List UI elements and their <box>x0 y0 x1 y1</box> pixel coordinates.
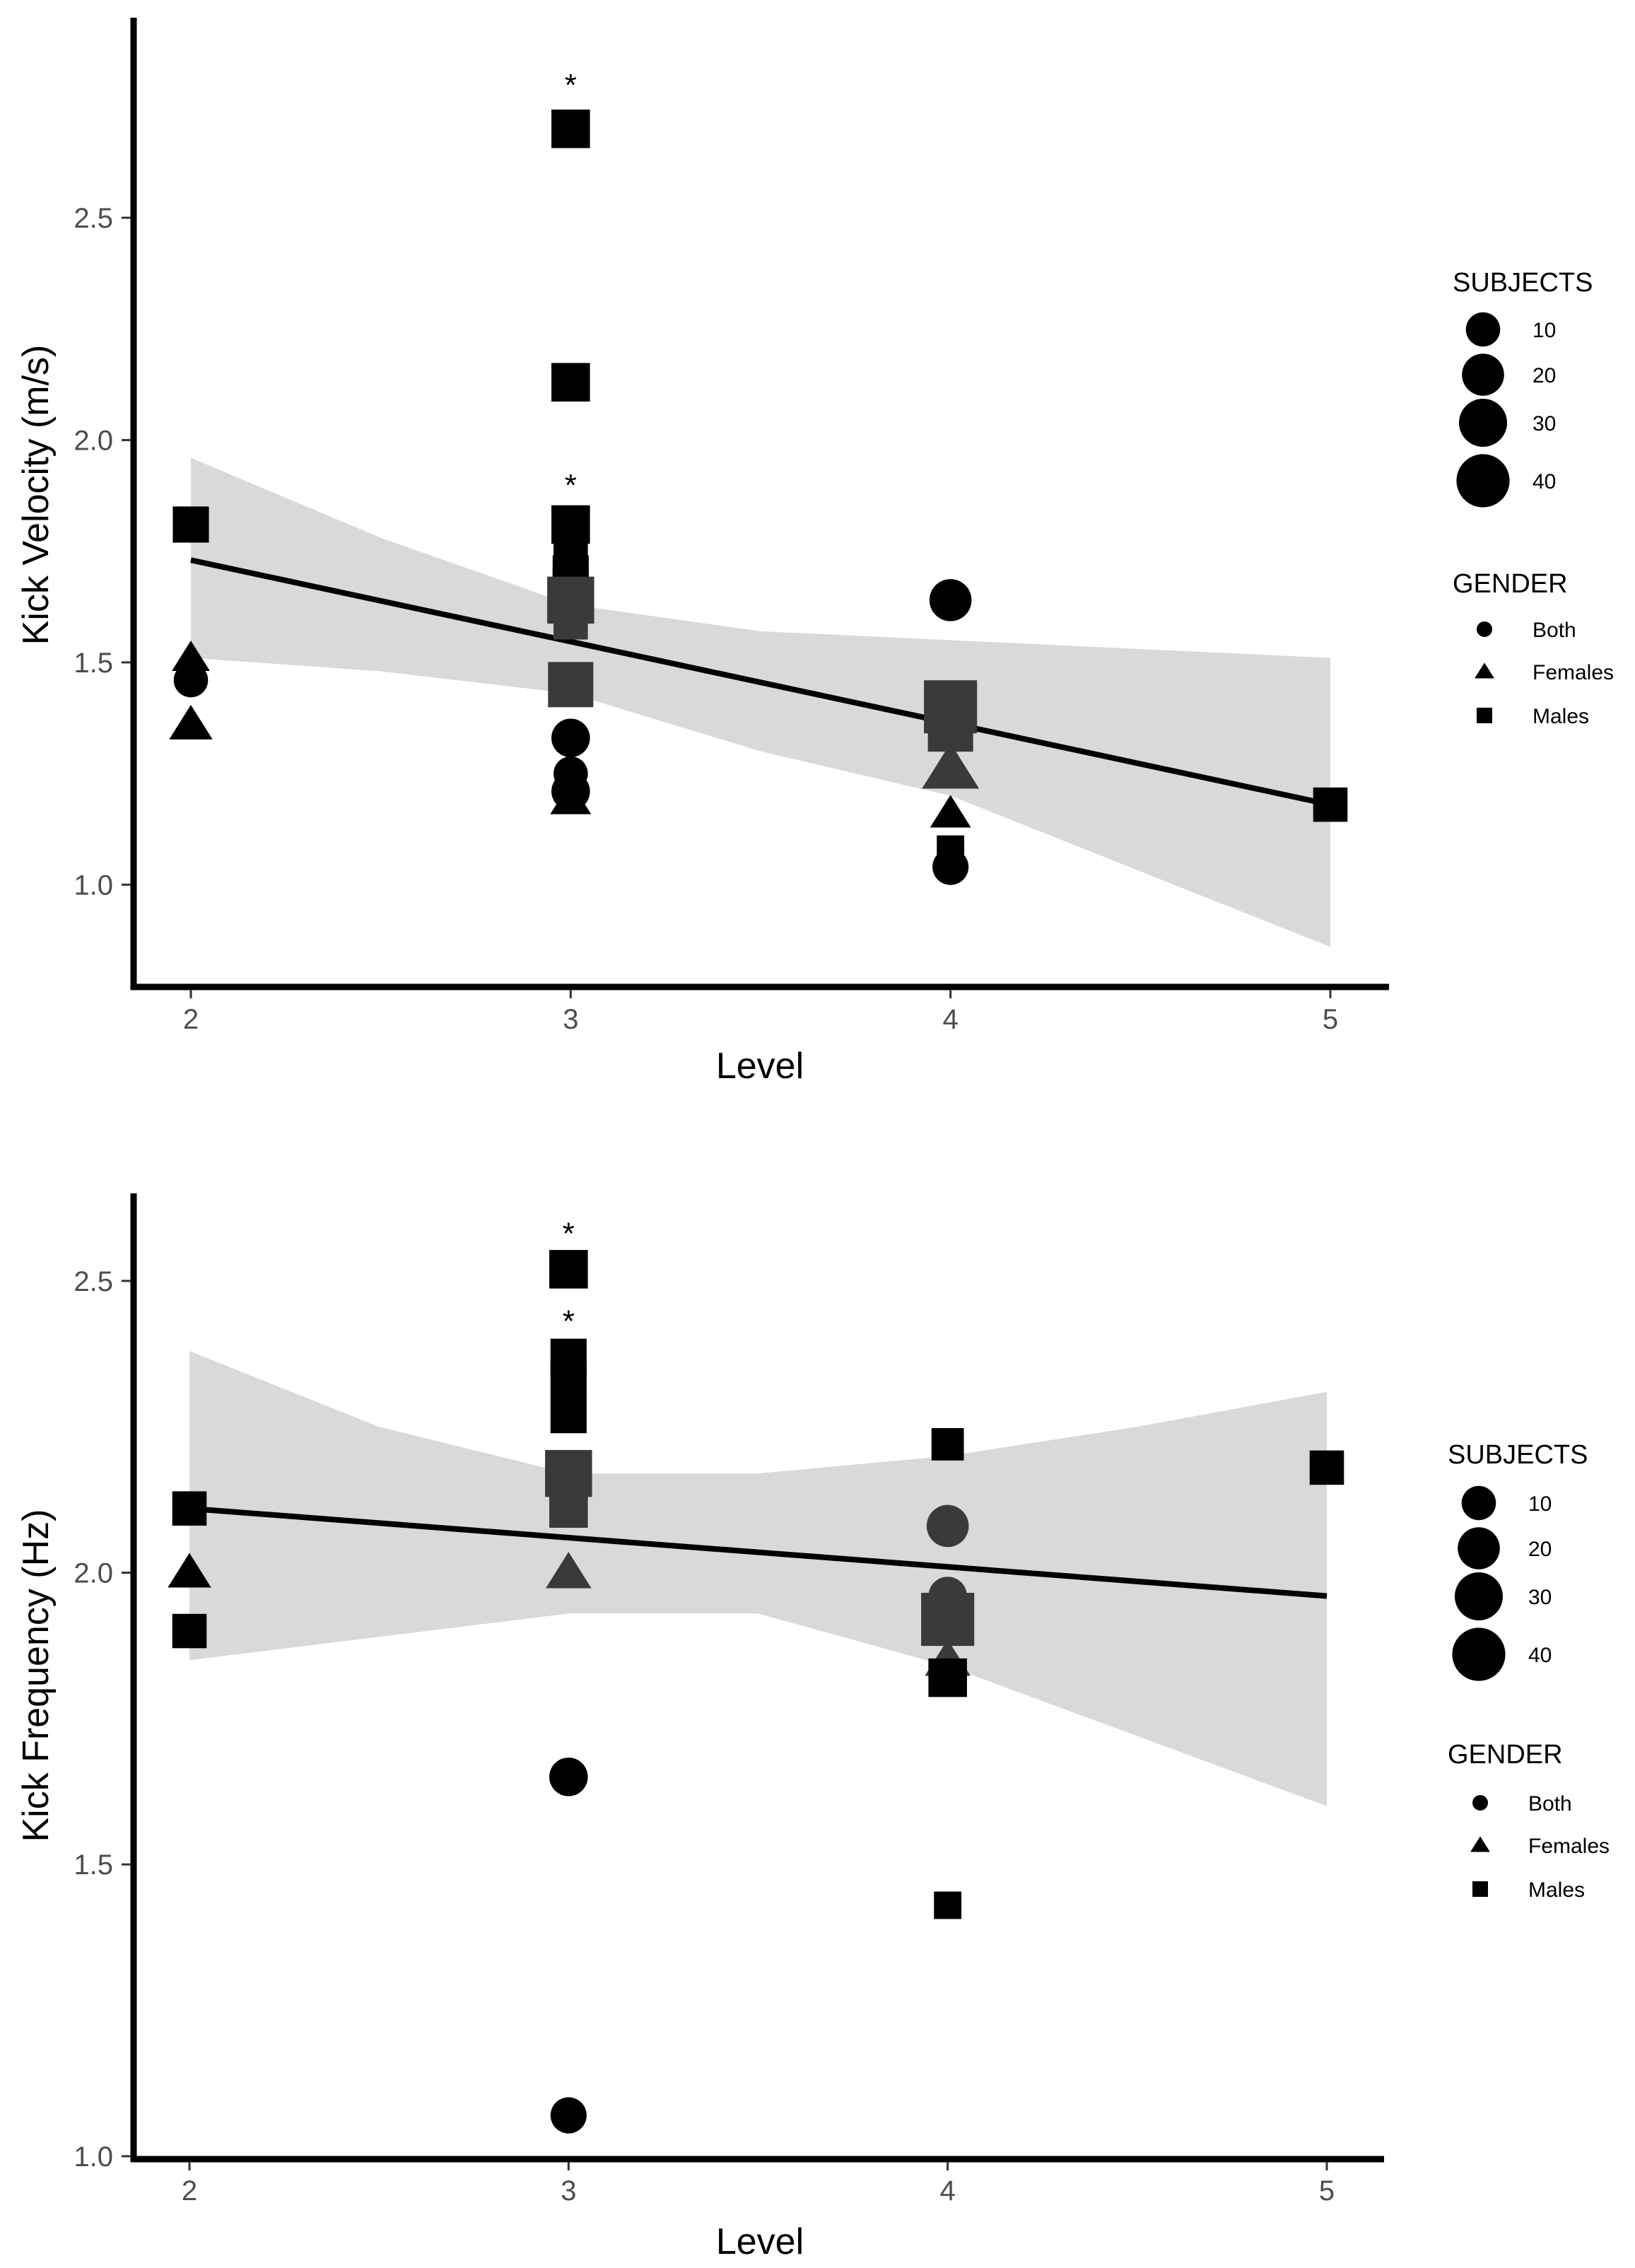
data-point <box>551 505 590 544</box>
data-point <box>550 781 592 814</box>
data-point <box>173 662 209 698</box>
significance-marker: * <box>565 68 577 103</box>
size-legend-key <box>1465 312 1501 347</box>
shape-legend-key <box>1475 662 1494 679</box>
subjects-legend-title: SUBJECTS <box>1453 268 1593 298</box>
size-legend-key <box>1458 398 1508 448</box>
y-axis-title: Kick Velocity (m/s) <box>16 345 57 645</box>
frequency-legend: SUBJECTS GENDER 10 20 30 40 Both Females Male… <box>1448 1440 1610 1902</box>
significance-marker: * <box>565 468 577 503</box>
data-point <box>549 1250 588 1289</box>
y-tick-label: 1.0 <box>74 870 113 901</box>
x-axis-title: Level <box>716 1046 804 1087</box>
size-legend-label: 10 <box>1528 1492 1552 1516</box>
x-tick-label: 3 <box>563 1004 578 1035</box>
data-point <box>172 1491 207 1526</box>
data-point <box>550 2097 587 2134</box>
shape-legend-label: Males <box>1528 1878 1585 1902</box>
size-legend-label: 40 <box>1533 470 1556 493</box>
data-point <box>934 1891 962 1919</box>
velocity-legend: SUBJECTS GENDER 10 20 30 40 Both Females Male… <box>1453 268 1614 728</box>
shape-legend-label: Both <box>1528 1792 1572 1816</box>
y-tick-label: 1.5 <box>74 648 113 679</box>
data-point <box>932 848 969 885</box>
x-tick-label: 3 <box>561 2175 576 2206</box>
size-legend-label: 20 <box>1528 1538 1552 1561</box>
y-tick-label: 1.0 <box>74 2141 113 2173</box>
size-legend-label: 20 <box>1533 364 1556 387</box>
data-point <box>550 1397 587 1434</box>
size-legend-label: 40 <box>1528 1644 1552 1667</box>
data-point <box>553 605 588 640</box>
shape-legend-label: Both <box>1533 619 1576 642</box>
data-point <box>548 662 594 708</box>
size-legend-label: 30 <box>1533 412 1556 436</box>
size-legend-key <box>1452 1627 1506 1681</box>
x-axis-title: Level <box>716 2221 804 2262</box>
data-point <box>928 1658 967 1697</box>
shape-legend-label: Males <box>1533 705 1589 728</box>
data-point <box>546 1552 592 1589</box>
data-point <box>172 506 209 543</box>
data-point <box>1313 787 1348 822</box>
data-point <box>168 1553 211 1588</box>
size-legend-key <box>1454 1572 1504 1621</box>
regression-line <box>190 557 1331 808</box>
data-point <box>930 795 971 828</box>
confidence-band <box>189 1350 1327 1806</box>
x-tick-label: 5 <box>1323 1004 1338 1035</box>
shape-legend-key <box>1472 1881 1488 1897</box>
data-point <box>169 705 213 740</box>
x-tick-label: 2 <box>183 1004 199 1035</box>
y-tick-label: 2.0 <box>74 1557 113 1589</box>
size-legend-label: 10 <box>1533 319 1556 342</box>
subjects-legend-title: SUBJECTS <box>1448 1440 1588 1470</box>
significance-marker: * <box>563 1217 575 1251</box>
data-point <box>551 363 590 402</box>
shape-legend-key <box>1477 621 1492 637</box>
data-point <box>172 641 210 671</box>
size-legend-label: 30 <box>1528 1586 1552 1609</box>
x-tick-label: 5 <box>1319 2175 1335 2206</box>
data-point <box>931 1428 964 1461</box>
significance-marker: * <box>563 1304 575 1338</box>
shape-legend-label: Females <box>1528 1835 1610 1858</box>
frequency-panel: * * 2 3 4 5 1.0 1.5 2.0 2.5 Level Kick Frequenc… <box>16 1193 1384 2262</box>
x-tick-label: 4 <box>940 2175 956 2206</box>
y-tick-label: 1.5 <box>74 1849 113 1881</box>
size-legend-key <box>1462 353 1504 396</box>
data-point <box>551 109 590 148</box>
shape-legend-label: Females <box>1533 661 1614 684</box>
y-axis-title: Kick Frequency (Hz) <box>16 1509 57 1842</box>
data-point <box>921 1592 975 1647</box>
shape-legend-key <box>1470 1836 1490 1852</box>
velocity-panel: * * 2 3 4 5 1.0 1.5 2.0 2.5 Level Kick Velocity… <box>16 18 1389 1087</box>
confidence-band <box>191 457 1330 947</box>
x-tick-label: 4 <box>943 1004 959 1035</box>
data-point <box>929 579 972 621</box>
data-point <box>549 1489 588 1528</box>
regression-line <box>189 1505 1328 1599</box>
data-point <box>545 1449 592 1497</box>
data-point <box>551 718 590 758</box>
data-point <box>172 1613 207 1649</box>
size-legend-key <box>1456 454 1510 508</box>
data-point <box>550 1362 587 1398</box>
shape-legend-key <box>1477 708 1492 723</box>
data-point <box>922 743 980 789</box>
y-tick-label: 2.5 <box>74 203 113 234</box>
size-legend-key <box>1461 1485 1496 1521</box>
shape-legend-key <box>1472 1795 1488 1811</box>
gender-legend-title: GENDER <box>1453 569 1568 599</box>
y-tick-label: 2.5 <box>74 1266 113 1297</box>
gender-legend-title: GENDER <box>1448 1740 1563 1770</box>
data-point <box>549 1758 588 1796</box>
data-point <box>1309 1450 1344 1485</box>
size-legend-key <box>1458 1527 1500 1570</box>
data-point <box>926 1504 969 1548</box>
y-tick-label: 2.0 <box>74 425 113 456</box>
x-tick-label: 2 <box>182 2175 197 2206</box>
